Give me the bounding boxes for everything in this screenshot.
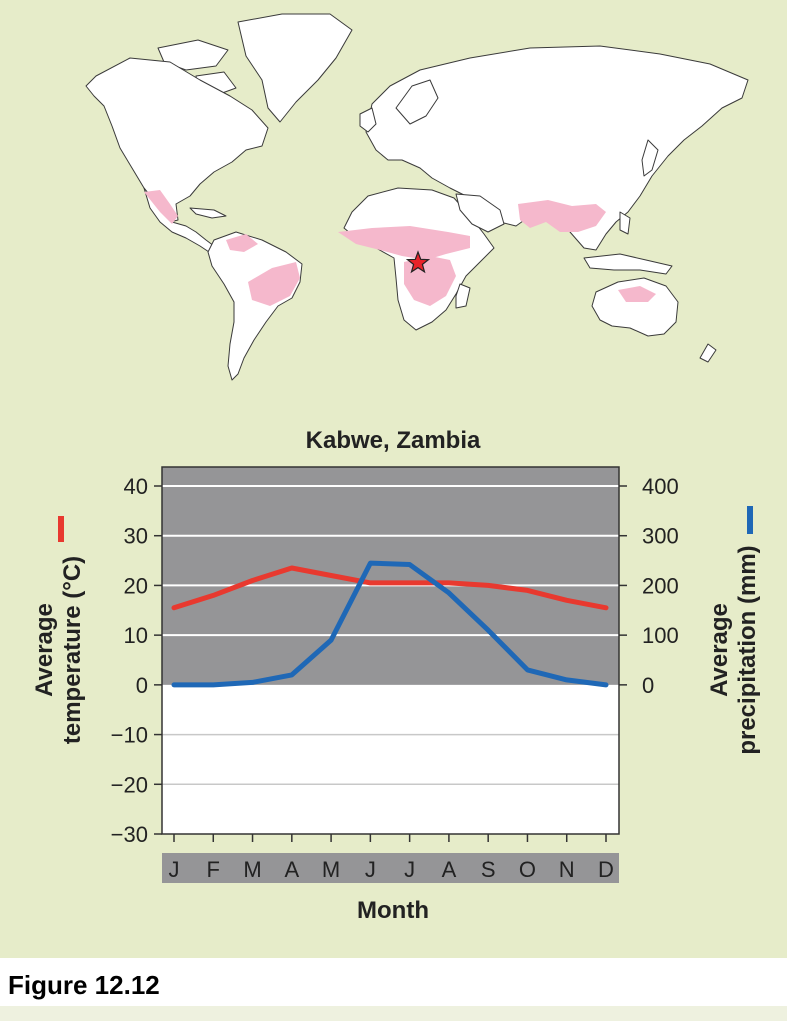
temperature-legend-swatch: [58, 516, 64, 542]
indonesia-landmass: [583, 253, 673, 275]
philippines-landmass: [619, 211, 631, 235]
x-tick-label: J: [365, 857, 376, 882]
x-tick-label: D: [598, 857, 614, 882]
temperature-line: [171, 565, 609, 611]
right-tick-label: 300: [642, 524, 679, 549]
savanna-venezuela: [226, 234, 258, 252]
shaded-region: [162, 467, 619, 685]
right-tick-label: 100: [642, 623, 679, 648]
x-tick-label: M: [243, 857, 261, 882]
left-axis-label-line1: Average: [31, 603, 58, 697]
x-axis-title: Month: [357, 897, 429, 924]
savanna-mexico: [144, 190, 178, 224]
plot-frame: [161, 466, 620, 835]
left-tick-label: −30: [111, 822, 148, 847]
x-tick-label: S: [481, 857, 496, 882]
month-band: [162, 853, 619, 883]
left-tick-label: −20: [111, 772, 148, 797]
x-tick-label: J: [169, 857, 180, 882]
greenland-landmass: [237, 13, 353, 123]
location-star-icon: [405, 250, 431, 274]
right-axis-label-line1: Average: [706, 603, 733, 697]
britain-landmass: [359, 107, 377, 133]
chart-title: Kabwe, Zambia: [306, 427, 481, 454]
left-tick-label: 0: [136, 673, 148, 698]
x-tick-label: J: [404, 857, 415, 882]
x-tick-label: A: [284, 857, 299, 882]
south-america-landmass: [207, 231, 303, 381]
north-america-landmass: [85, 57, 269, 223]
figure-caption: Figure 12.12: [8, 970, 160, 1000]
left-axis-label-line2: temperature (°C): [59, 556, 86, 744]
x-tick-label: O: [519, 857, 536, 882]
left-axis-title: Average temperature (°C): [31, 556, 86, 744]
left-tick-label: −10: [111, 723, 148, 748]
savanna-australia: [618, 286, 656, 302]
scandinavia-landmass: [395, 79, 439, 125]
japan-landmass: [641, 139, 659, 177]
right-tick-label: 0: [642, 673, 654, 698]
bottom-band: [0, 1006, 787, 1021]
right-axis-title: Average precipitation (mm): [706, 545, 761, 754]
x-tick-label: M: [322, 857, 340, 882]
left-tick-label: 10: [124, 623, 148, 648]
new-zealand-landmass: [699, 343, 717, 363]
savanna-africa-north: [338, 226, 470, 260]
x-tick-label: A: [442, 857, 457, 882]
eurasia-landmass: [365, 45, 749, 251]
precipitation-legend-swatch: [747, 506, 753, 534]
x-tick-label: F: [207, 857, 220, 882]
right-tick-label: 400: [642, 474, 679, 499]
left-tick-label: 40: [124, 474, 148, 499]
left-tick-label: 20: [124, 573, 148, 598]
right-axis-label-line2: precipitation (mm): [734, 545, 761, 754]
savanna-india: [518, 200, 606, 232]
precipitation-line: [171, 560, 609, 688]
world-map: [85, 13, 749, 381]
australia-landmass: [591, 277, 679, 337]
savanna-brazil: [248, 262, 300, 306]
left-tick-label: 30: [124, 524, 148, 549]
caribbean-landmass: [189, 207, 227, 219]
x-tick-label: N: [559, 857, 575, 882]
right-tick-label: 200: [642, 573, 679, 598]
madagascar-landmass: [455, 283, 471, 309]
arabia-landmass: [455, 193, 505, 233]
